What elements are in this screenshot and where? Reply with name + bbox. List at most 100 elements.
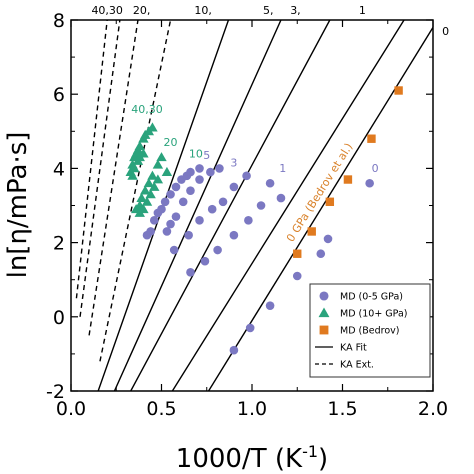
x-tick-label: 1.5 [327, 398, 357, 420]
legend-label: MD (Bedrov) [340, 326, 399, 337]
md-low-pressure-point [244, 216, 253, 225]
ka-fit-line [130, 20, 331, 391]
axis-ticks: 0.0 0.5 1.0 1.5 2.0 -2 0 2 4 6 8 [46, 10, 448, 420]
md-low-pressure-point [178, 197, 188, 207]
md-low-pressure-point [245, 323, 255, 333]
ka-fit-line [171, 20, 405, 391]
md-bedrov-point [367, 134, 376, 143]
md-low-pressure-point [265, 178, 275, 188]
legend: MD (0-5 GPa) MD (10+ GPa) MD (Bedrov) KA Fi… [309, 283, 431, 378]
md-high-pressure-point [138, 148, 149, 158]
md-bedrov-point [343, 175, 353, 184]
md-low-pressure-point [160, 197, 170, 207]
md-low-pressure-point [186, 167, 195, 177]
y-axis-title: ln[η/mPa·s] [3, 132, 33, 279]
md-low-pressure-point [292, 271, 302, 281]
legend-label: MD (10+ GPa) [340, 309, 408, 320]
x-axis-title-sup: -1 [302, 442, 318, 461]
md-low-pressure-point [162, 227, 172, 236]
ka-fit-line [113, 20, 282, 391]
md-high-pressure-point [134, 140, 145, 151]
md-low-pressure-point [207, 204, 217, 214]
pressure-annotation: 3 [230, 157, 237, 170]
md-high-pressure-point [149, 181, 160, 191]
md-high-pressure-point [129, 163, 140, 173]
line-pressure-label-right: 0 [442, 25, 449, 38]
md-high-pressure-point [147, 170, 158, 180]
md-low-pressure-point [200, 256, 210, 266]
ka-ext-line [99, 20, 172, 362]
md-low-pressure-point [195, 175, 204, 184]
data-markers [125, 86, 403, 355]
md-low-pressure-point [166, 219, 175, 229]
md-bedrov-point [325, 197, 335, 206]
ka-ext-line [75, 20, 108, 299]
md-low-pressure-point [195, 216, 204, 225]
md-high-pressure-point [152, 174, 164, 184]
pressure-annotation: 20 [164, 136, 178, 149]
legend-swatch [319, 325, 329, 335]
line-pressure-label: 40,30 [91, 4, 123, 17]
md-low-pressure-point [215, 164, 224, 173]
pressure-annotation: 5 [203, 149, 210, 162]
md-high-pressure-point [145, 189, 156, 199]
md-bedrov-point [293, 249, 302, 258]
pressure-annotation: 10 [189, 147, 203, 160]
pressure-annotation: 1 [279, 162, 286, 175]
md-low-pressure-point [171, 182, 181, 192]
md-high-pressure-point [143, 178, 155, 188]
ka-ext-line [88, 20, 139, 336]
ka-ext-line [79, 20, 121, 317]
md-low-pressure-point [229, 182, 239, 192]
md-low-pressure-point [265, 301, 275, 310]
md-high-pressure-point [140, 185, 151, 195]
md-high-pressure-point [138, 204, 149, 214]
md-high-pressure-point [156, 152, 167, 162]
md-low-pressure-point [166, 190, 175, 199]
md-low-pressure-point [213, 245, 222, 255]
md-high-pressure-point [147, 122, 158, 132]
md-low-pressure-point [157, 204, 166, 214]
md-low-pressure-point [195, 164, 204, 173]
pressure-annotation: 0 [372, 162, 379, 175]
x-axis-title: 1000/T (K-1) [176, 442, 328, 474]
md-high-pressure-point [127, 170, 138, 180]
y-tick-label: 8 [53, 10, 65, 32]
x-tick-label: 1.0 [237, 398, 267, 420]
legend-label: KA Fit [340, 343, 367, 354]
line-pressure-label: 20, [133, 4, 151, 17]
y-tick-label: 4 [53, 158, 65, 180]
y-tick-label: -2 [46, 381, 65, 403]
legend-label: MD (0-5 GPa) [340, 292, 403, 303]
legend-box [309, 283, 431, 378]
md-low-pressure-point [146, 227, 155, 236]
md-high-pressure-point [141, 196, 153, 206]
x-tick-label: 0.5 [146, 398, 176, 420]
line-pressure-label: 5, [263, 4, 274, 17]
pressure-annotation: 40,30 [131, 103, 163, 116]
x-tick-label: 2.0 [418, 398, 448, 420]
md-low-pressure-point [316, 249, 326, 259]
line-pressure-label: 1 [359, 4, 366, 17]
md-low-pressure-point [242, 171, 251, 181]
md-high-pressure-point [161, 166, 173, 177]
md-low-pressure-point [169, 245, 179, 255]
md-low-pressure-point [256, 201, 266, 210]
md-low-pressure-point [184, 230, 193, 240]
line-pressure-label: 3, [290, 4, 301, 17]
md-low-pressure-point [365, 178, 374, 188]
md-low-pressure-point [206, 167, 215, 177]
x-tick-label: 0.0 [56, 398, 86, 420]
md-low-pressure-point [149, 216, 159, 225]
x-axis-title-main: 1000/T (K [176, 444, 303, 474]
legend-swatch [318, 307, 330, 318]
legend-swatch [319, 291, 329, 301]
md-bedrov-point [307, 227, 316, 236]
md-low-pressure-point [171, 212, 181, 221]
md-low-pressure-point [323, 234, 333, 244]
md-high-pressure-point [136, 192, 147, 202]
pressure-top-labels: 40,30 20, 10, 5, 3, 1 0 [91, 4, 449, 38]
y-tick-label: 2 [53, 233, 65, 255]
line-pressure-label: 10, [194, 4, 212, 17]
